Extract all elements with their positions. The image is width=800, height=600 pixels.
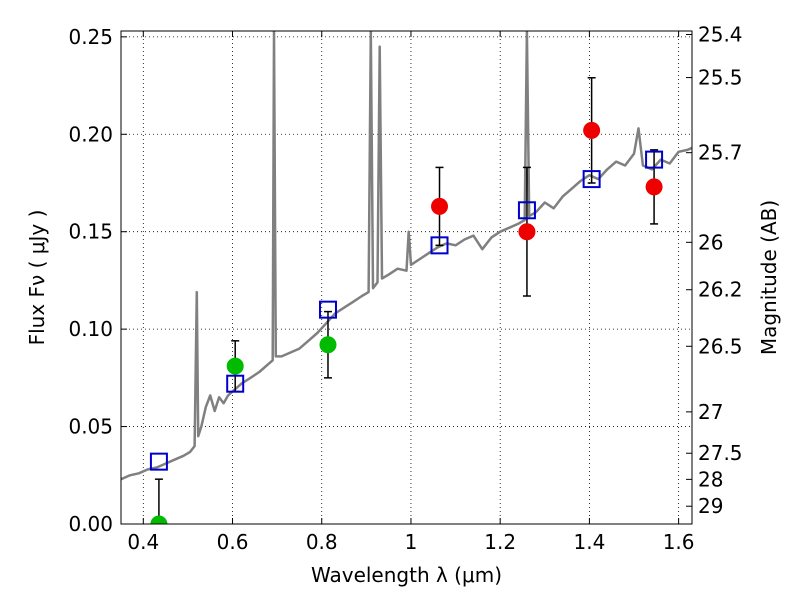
marker-layer: [149, 121, 664, 524]
spectrum-line: [121, 31, 692, 481]
mag-tick-label: 26.5: [698, 334, 743, 358]
model-square-marker: [517, 201, 536, 220]
x-tick-label: 0.8: [306, 530, 338, 554]
observed-point: [150, 515, 168, 524]
x-tick-label: 1.4: [573, 530, 605, 554]
observed-point: [226, 357, 244, 375]
x-axis-title: Wavelength λ (μm): [311, 563, 502, 587]
mag-tick-label: 27.5: [698, 441, 743, 465]
observed-point: [518, 223, 536, 241]
observed-point: [583, 121, 601, 139]
model-square-marker: [226, 374, 245, 393]
observed-point: [645, 178, 663, 196]
x-tick-label: 1.6: [663, 530, 695, 554]
model-square-marker: [318, 300, 337, 319]
mag-tick-label: 27: [698, 400, 723, 424]
mag-tick-label: 29: [698, 494, 723, 518]
x-tick-label: 1: [405, 530, 418, 554]
x-tick-label: 0.6: [217, 530, 249, 554]
model-square-marker: [582, 170, 601, 189]
model-square-marker: [149, 452, 168, 471]
plot-frame: [120, 30, 693, 525]
right-axis-title: Magnitude (AB): [757, 200, 781, 355]
spectrum-layer: [121, 31, 692, 481]
y-tick-label: 0.15: [68, 220, 113, 244]
x-tick-label: 0.4: [127, 530, 159, 554]
mag-tick-label: 25.7: [698, 141, 743, 165]
y-tick-label: 0.10: [68, 317, 113, 341]
mag-tick-label: 25.4: [698, 23, 743, 47]
y-axis-title: Flux Fν ( μJy ): [25, 210, 49, 346]
model-square-marker: [645, 150, 664, 169]
mag-tick-label: 28: [698, 467, 723, 491]
mag-tick-label: 25.5: [698, 66, 743, 90]
observed-point: [431, 197, 449, 215]
x-tick-label: 1.2: [484, 530, 516, 554]
y-tick-label: 0.00: [68, 512, 113, 536]
mag-tick-label: 26.2: [698, 278, 743, 302]
y-tick-label: 0.20: [68, 122, 113, 146]
grid: [121, 31, 692, 525]
y-tick-label: 0.25: [68, 25, 113, 49]
errorbar-layer: [154, 77, 659, 524]
tick-layer: 0.4 0.6 0.8 1 1.2 1.4 1.6 0.00 0.05 0.10 0.15 0.20 0…: [68, 23, 742, 554]
mag-tick-label: 26: [698, 230, 723, 254]
observed-point: [319, 336, 337, 354]
y-tick-label: 0.05: [68, 415, 113, 439]
model-square-marker: [430, 236, 449, 255]
